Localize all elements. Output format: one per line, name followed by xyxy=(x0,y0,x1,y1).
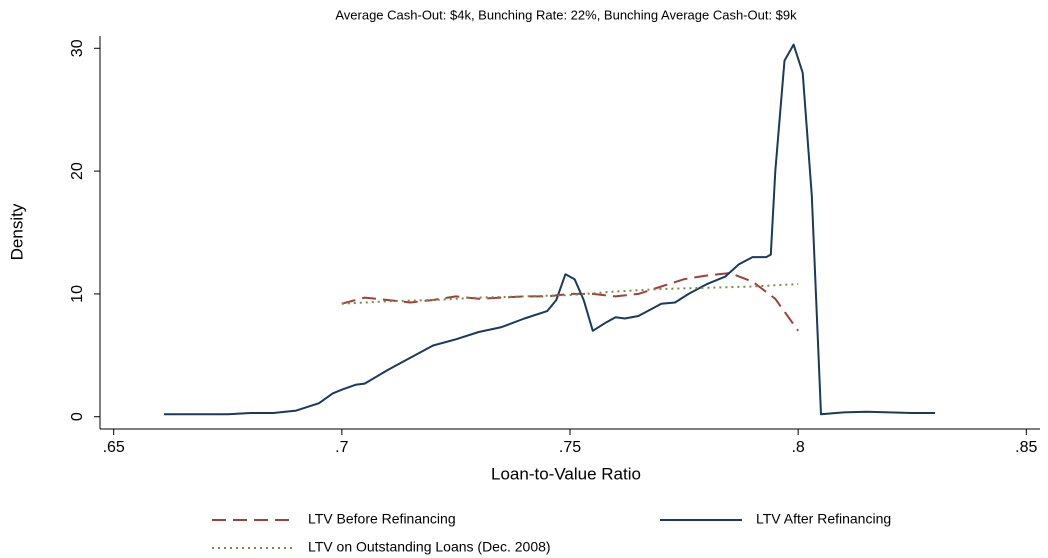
chart-title: Average Cash-Out: $4k, Bunching Rate: 22… xyxy=(335,7,797,22)
x-tick-label: .8 xyxy=(791,439,804,456)
y-tick-label: 0 xyxy=(69,412,86,421)
y-tick-label: 10 xyxy=(69,285,86,303)
x-tick-label: .65 xyxy=(103,439,125,456)
series-line xyxy=(341,272,800,332)
legend-label: LTV After Refinancing xyxy=(756,511,891,527)
x-axis-label: Loan-to-Value Ratio xyxy=(491,464,641,483)
y-tick-label: 20 xyxy=(69,162,86,180)
y-axis-label: Density xyxy=(7,203,26,260)
legend-label: LTV Before Refinancing xyxy=(308,511,456,527)
x-tick-label: .75 xyxy=(559,439,581,456)
series-line xyxy=(341,283,799,305)
x-tick-label: .7 xyxy=(335,439,348,456)
y-tick-label: 30 xyxy=(69,39,86,57)
legend-label: LTV on Outstanding Loans (Dec. 2008) xyxy=(308,539,551,555)
x-tick-label: .85 xyxy=(1015,439,1037,456)
series-line xyxy=(163,43,935,416)
